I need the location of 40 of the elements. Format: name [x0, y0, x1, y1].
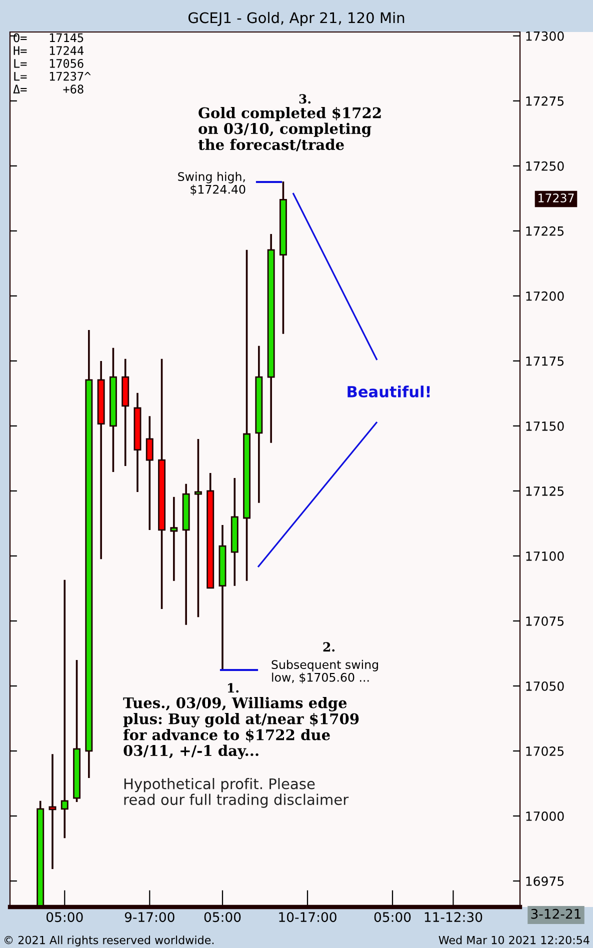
y-tick-label: 17100 — [526, 551, 564, 561]
annotation: 3. — [299, 94, 311, 104]
y-tick-label: 17275 — [526, 96, 564, 106]
y-tick-label: 17025 — [526, 746, 564, 756]
annotation: Tues., 03/09, Williams edge plus: Buy gold at/near $1709 for advance to $1722 due 03/11, +/-1 day... — [123, 697, 359, 760]
y-tick-label: 17250 — [526, 161, 564, 171]
annotation: 2. — [323, 642, 335, 652]
text: © 2021 All rights reserved worldwide. — [4, 936, 214, 946]
y-tick-label: 17225 — [526, 226, 564, 236]
y-tick-label: 17300 — [526, 31, 564, 41]
candlestick — [60, 578, 68, 839]
x-tick-label: 05:00 — [204, 912, 241, 922]
x-tick-label: 05:00 — [46, 912, 83, 922]
chart-title: GCEJ1 - Gold, Apr 21, 120 Min — [188, 12, 404, 26]
y-tick-label: 17125 — [526, 486, 564, 496]
annotation: Swing high, $1724.40 — [178, 172, 246, 196]
x-tick-label: 9-17:00 — [124, 912, 174, 922]
y-tick-label: 17050 — [526, 681, 564, 691]
annotation: 1. — [228, 683, 239, 693]
x-tick-label: 11-12:30 — [424, 912, 482, 922]
annotation: Hypothetical profit. Please read our full trading disclaimer — [124, 778, 349, 808]
candlestick — [48, 753, 56, 870]
y-tick-label: 17175 — [526, 356, 564, 366]
x-tick-label: 05:00 — [374, 912, 411, 922]
y-tick-label: 17200 — [526, 291, 564, 301]
y-tick-label: 17150 — [526, 421, 564, 431]
y-tick-label: 17075 — [526, 616, 564, 626]
annotation: O= 17145 H= 17244 L= 17056 L= 17237^ Δ= +68 — [13, 33, 91, 94]
text: 3-12-21 — [531, 908, 581, 919]
annotation: Beautiful! — [348, 386, 430, 398]
candlestick — [146, 415, 154, 531]
y-tick-label: 16975 — [526, 876, 564, 886]
y-tick-label: 17000 — [526, 811, 564, 821]
annotation: Subsequent swing low, $1705.60 ... — [272, 660, 378, 684]
candlestick — [194, 438, 202, 618]
x-tick-label: 10-17:00 — [279, 912, 336, 922]
annotation: Gold completed $1722 on 03/10, completing the forecast/trade — [198, 107, 381, 152]
text: 17237 — [538, 193, 574, 202]
text: Wed Mar 10 2021 12:20:54 — [438, 936, 590, 944]
candlestick — [170, 496, 178, 582]
